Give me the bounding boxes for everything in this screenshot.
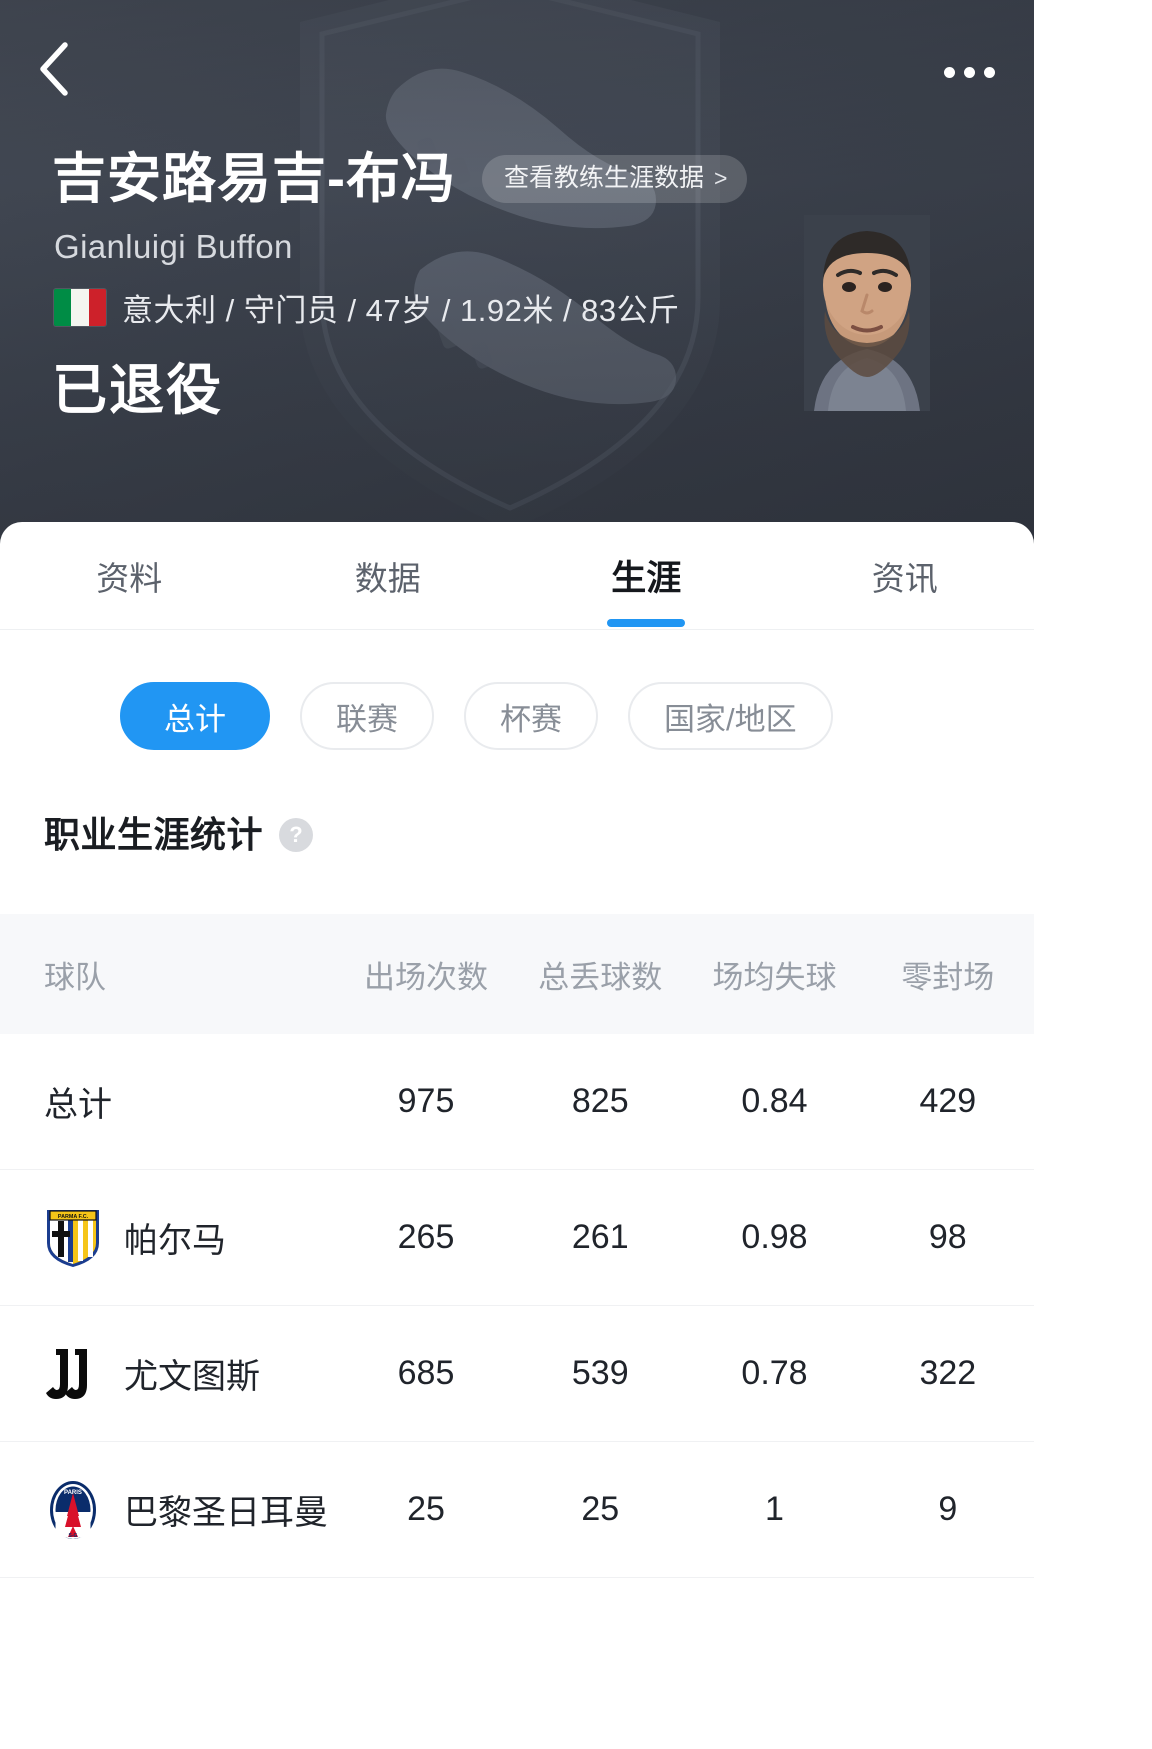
tab-bar: 资料 数据 生涯 资讯 — [0, 522, 1034, 630]
player-status: 已退役 — [52, 359, 224, 421]
svg-text:PARIS: PARIS — [64, 1490, 82, 1496]
column-header-avg-conceded: 场均失球 — [712, 959, 837, 995]
player-name-en: Gianluigi Buffon — [54, 228, 293, 265]
team-name: 帕尔马 — [124, 1222, 226, 1260]
help-icon[interactable]: ? — [279, 818, 314, 852]
column-header-clean-sheets: 零封场 — [901, 959, 995, 995]
boot-shield-watermark — [300, 0, 720, 530]
filter-pill-league[interactable]: 联赛 — [300, 682, 434, 750]
back-button[interactable] — [22, 38, 84, 100]
page-title: 职业生涯统计 — [44, 814, 264, 855]
table-row[interactable]: PARIS S-G 巴黎圣日耳曼 25 25 1 9 — [0, 1442, 1034, 1578]
cell-clean-sheets: 9 — [938, 1490, 958, 1528]
cell-goals-conceded: 261 — [571, 1218, 629, 1256]
hero-banner: 吉安路易吉-布冯 查看教练生涯数据 > Gianluigi Buffon 意大利… — [0, 0, 1152, 600]
cell-appearances: 265 — [397, 1218, 455, 1256]
cell-team: PARMA F.C. 帕尔马 — [0, 1207, 339, 1269]
column-header-goals-conceded: 总丢球数 — [538, 959, 663, 995]
player-name-row: 吉安路易吉-布冯 查看教练生涯数据 > — [52, 149, 748, 209]
cell-clean-sheets: 322 — [919, 1354, 977, 1392]
cell-goals-conceded: 25 — [581, 1490, 620, 1528]
player-portrait-icon — [804, 215, 930, 411]
team-name: 总计 — [44, 1086, 112, 1124]
team-name: 尤文图斯 — [124, 1358, 260, 1396]
parma-crest-icon: PARMA F.C. — [47, 1209, 99, 1267]
career-stats-table: 球队 出场次数 总丢球数 场均失球 零封场 总计 975 825 0.84 42… — [0, 914, 1034, 1578]
cell-clean-sheets: 98 — [928, 1218, 967, 1256]
coach-career-button[interactable]: 查看教练生涯数据 > — [481, 155, 748, 203]
cell-team: PARIS S-G 巴黎圣日耳曼 — [0, 1479, 339, 1541]
tab-stats[interactable]: 数据 — [354, 560, 421, 597]
filter-pill-group: 总计 联赛 杯赛 国家/地区 — [0, 630, 1034, 750]
column-header-team: 球队 — [44, 959, 106, 995]
right-gutter — [1034, 0, 1152, 1749]
cell-appearances: 685 — [397, 1354, 455, 1392]
player-name-cn: 吉安路易吉-布冯 — [52, 149, 456, 209]
avatar — [804, 215, 930, 411]
chevron-right-icon: > — [714, 165, 728, 191]
cell-appearances: 25 — [407, 1490, 445, 1528]
cell-team: 尤文图斯 — [0, 1343, 339, 1405]
team-name: 巴黎圣日耳曼 — [124, 1494, 328, 1532]
filter-pill-country[interactable]: 国家/地区 — [628, 682, 833, 750]
more-horizontal-icon — [983, 66, 995, 78]
content-sheet: 资料 数据 生涯 资讯 总计 联赛 杯赛 国家/地区 职业生涯统计 ? 球队 出… — [0, 522, 1034, 1749]
more-horizontal-icon — [963, 66, 975, 78]
table-header-row: 球队 出场次数 总丢球数 场均失球 零封场 — [0, 914, 1034, 1034]
svg-text:S-G: S-G — [69, 1533, 78, 1539]
cell-goals-conceded: 825 — [571, 1082, 629, 1120]
table-row[interactable]: 总计 975 825 0.84 429 — [0, 1034, 1034, 1170]
more-horizontal-icon — [943, 66, 955, 78]
cell-avg-conceded: 0.98 — [741, 1218, 808, 1256]
cell-avg-conceded: 0.78 — [741, 1354, 808, 1392]
cell-avg-conceded: 1 — [765, 1490, 784, 1528]
juventus-crest-icon — [46, 1348, 87, 1399]
player-meta-text: 意大利 / 守门员 / 47岁 / 1.92米 / 83公斤 — [122, 293, 680, 328]
column-header-appearances: 出场次数 — [364, 959, 489, 995]
cell-goals-conceded: 539 — [571, 1354, 629, 1392]
coach-career-label: 查看教练生涯数据 — [503, 164, 704, 192]
svg-text:PARMA F.C.: PARMA F.C. — [58, 1214, 89, 1220]
psg-crest-icon: PARIS S-G — [50, 1480, 96, 1539]
italy-flag-icon — [54, 289, 106, 326]
filter-pill-cup[interactable]: 杯赛 — [464, 682, 598, 750]
section-header: 职业生涯统计 ? — [0, 750, 1034, 858]
tab-profile[interactable]: 资料 — [96, 560, 163, 597]
more-options-button[interactable] — [934, 52, 1004, 92]
chevron-left-icon — [40, 42, 68, 96]
cell-team: 总计 — [0, 1077, 339, 1126]
player-meta-row: 意大利 / 守门员 / 47岁 / 1.92米 / 83公斤 — [54, 285, 680, 330]
table-row[interactable]: 尤文图斯 685 539 0.78 322 — [0, 1306, 1034, 1442]
cell-appearances: 975 — [397, 1082, 455, 1120]
table-row[interactable]: PARMA F.C. 帕尔马 265 261 0.98 98 — [0, 1170, 1034, 1306]
tab-news[interactable]: 资讯 — [871, 560, 938, 597]
filter-pill-total[interactable]: 总计 — [120, 682, 270, 750]
cell-avg-conceded: 0.84 — [741, 1082, 808, 1120]
cell-clean-sheets: 429 — [919, 1082, 977, 1120]
tab-career[interactable]: 生涯 — [517, 555, 776, 596]
